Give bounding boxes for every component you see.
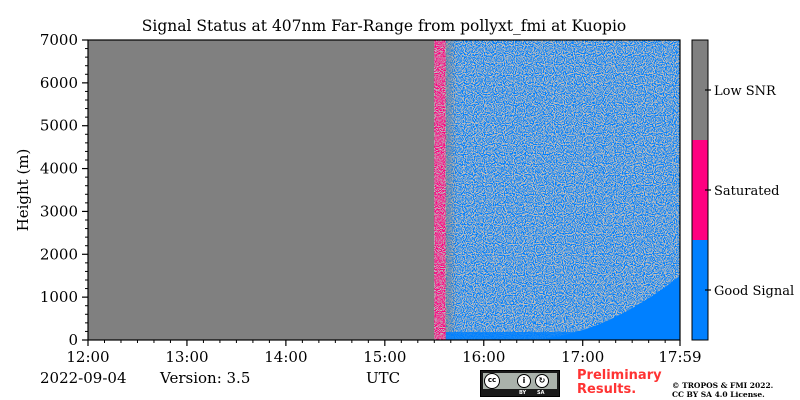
cc-icon: cc xyxy=(484,373,500,389)
colorbar-label: Saturated xyxy=(714,184,779,199)
x-tick-label: 17:00 xyxy=(561,348,604,366)
colorbar-label: Low SNR xyxy=(714,84,777,99)
y-tick-label: 6000 xyxy=(40,74,78,92)
preliminary-line-1: Preliminary xyxy=(577,368,662,383)
x-tick-label: 15:00 xyxy=(363,348,406,366)
transition-edge xyxy=(445,40,458,340)
y-tick-label: 4000 xyxy=(40,160,78,178)
footer-date: 2022-09-04 xyxy=(40,369,127,387)
copyright-line-2: CC BY SA 4.0 License. xyxy=(672,390,765,399)
y-tick-label: 3000 xyxy=(40,202,78,220)
copyright-line-1: © TROPOS & FMI 2022. xyxy=(672,381,774,390)
copyright-notice: © TROPOS & FMI 2022. CC BY SA 4.0 Licens… xyxy=(672,381,773,399)
x-tick-label: 12:00 xyxy=(66,348,109,366)
region-good-signal-speckle xyxy=(445,40,680,340)
y-tick-label: 5000 xyxy=(40,117,78,135)
footer-version: Version: 3.5 xyxy=(160,369,251,387)
cc-license-badge[interactable]: cc i ↻ BY SA xyxy=(480,370,560,397)
y-axis-label: Height (m) xyxy=(14,149,32,232)
preliminary-notice: Preliminary Results. xyxy=(577,369,662,397)
colorbar-frame xyxy=(691,39,709,341)
x-tick-label: 13:00 xyxy=(165,348,208,366)
x-tick-label: 16:00 xyxy=(462,348,505,366)
colorbar-segment xyxy=(692,140,708,240)
region-saturated-speckle xyxy=(434,40,446,340)
preliminary-line-2: Results. xyxy=(577,382,637,397)
sa-label: SA xyxy=(537,390,545,396)
colorbar: Good Signal Saturated Low SNR xyxy=(691,39,794,341)
region-good-signal-surface xyxy=(445,332,680,340)
region-good-signal-near-ground xyxy=(533,275,680,340)
y-tick-label: 1000 xyxy=(40,288,78,306)
axes: 12:00 13:00 14:00 15:00 16:00 17:00 17:59 0 1000… xyxy=(14,31,702,366)
x-tick-label: 14:00 xyxy=(264,348,307,366)
sa-icon: ↻ xyxy=(535,374,549,388)
y-tick-label: 7000 xyxy=(40,31,78,49)
x-axis-label: UTC xyxy=(366,369,401,387)
y-tick-label: 0 xyxy=(68,331,78,349)
by-label: BY xyxy=(519,390,527,396)
by-icon: i xyxy=(517,374,531,388)
y-tick-label: 2000 xyxy=(40,245,78,263)
colorbar-segment xyxy=(692,40,708,140)
x-tick-label: 17:59 xyxy=(658,348,701,366)
chart-title: Signal Status at 407nm Far-Range from po… xyxy=(141,17,627,35)
plot-frame xyxy=(87,39,681,341)
colorbar-segment xyxy=(692,240,708,340)
colorbar-label: Good Signal xyxy=(714,284,794,299)
heatmap-area xyxy=(88,40,680,340)
